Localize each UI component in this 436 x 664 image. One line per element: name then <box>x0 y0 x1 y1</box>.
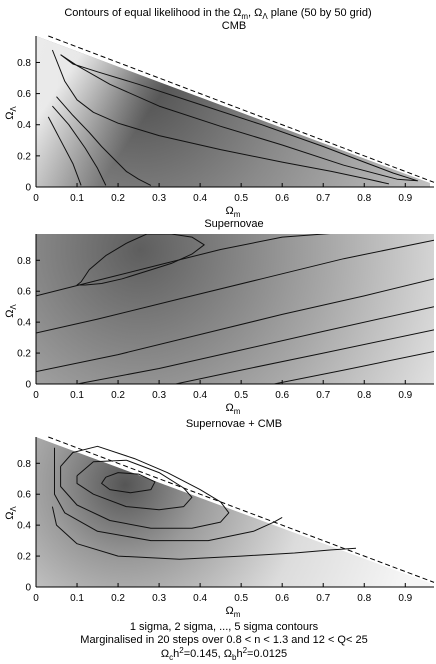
y-tick-label: 0.2 <box>17 151 31 162</box>
y-tick-label: 0 <box>25 380 31 391</box>
x-tick-label: 0.4 <box>193 193 207 204</box>
x-tick-label: 0.3 <box>152 193 166 204</box>
footer-note-sigma: 1 sigma, 2 sigma, ..., 5 sigma contours <box>130 621 319 633</box>
contour-line-4 <box>36 278 434 373</box>
x-tick-label: 0.5 <box>234 390 248 401</box>
panel-combined-ylabel: ΩΛ <box>4 506 18 520</box>
contour-line-1 <box>60 54 419 182</box>
panel-supernovae-axes: 0 0.1 0.2 0.3 0.4 0.5 0.6 0.7 0.8 0.9 0 0.2 0.4 0.6 0.… <box>17 234 434 401</box>
x-tick-label: 0.7 <box>316 593 330 604</box>
x-tick-label: 0.9 <box>398 193 412 204</box>
flat-universe-dashed-line <box>48 35 435 183</box>
contour-line-1 <box>101 472 156 494</box>
figure-title: Contours of equal likelihood in the Ωm, … <box>64 7 371 21</box>
y-tick-label: 0.8 <box>17 459 31 470</box>
contour-line-3 <box>36 239 434 334</box>
contour-line-3 <box>60 445 230 529</box>
contour-line-5 <box>51 506 357 560</box>
x-tick-label: 0.5 <box>234 593 248 604</box>
x-tick-label: 0.3 <box>152 593 166 604</box>
x-tick-label: 0.6 <box>275 193 289 204</box>
x-tick-label: 0.3 <box>152 390 166 401</box>
contour-line-1 <box>76 234 205 286</box>
x-tick-label: 0.7 <box>316 193 330 204</box>
x-tick-label: 0.4 <box>193 390 207 401</box>
x-tick-label: 0.6 <box>275 593 289 604</box>
panel-combined-contours <box>48 436 435 583</box>
x-tick-label: 0.1 <box>70 193 84 204</box>
y-tick-label: 0.8 <box>17 256 31 267</box>
x-tick-label: 0 <box>33 193 39 204</box>
contour-line-2 <box>51 49 390 185</box>
contour-line-2 <box>76 459 193 511</box>
y-tick-label: 0.4 <box>17 318 31 329</box>
contour-line-5 <box>76 306 434 384</box>
x-tick-label: 0 <box>33 593 39 604</box>
contour-line-4 <box>52 105 107 186</box>
y-tick-label: 0.8 <box>17 58 31 69</box>
panel-cmb-axes: 0 0.1 0.2 0.3 0.4 0.5 0.6 0.7 0.8 0.9 0 0.2 0.4 0.6 0.… <box>17 36 434 204</box>
panel-supernovae-ylabel: ΩΛ <box>4 304 18 318</box>
y-tick-label: 0.4 <box>17 521 31 532</box>
contour-line-6 <box>175 329 434 384</box>
x-tick-label: 0.8 <box>357 593 371 604</box>
footer-note-marginalised: Marginalised in 20 steps over 0.8 < n < … <box>80 634 367 646</box>
x-tick-label: 0.6 <box>275 390 289 401</box>
panel-supernovae: Supernovae 0 0.1 0.2 0.3 0.4 0.5 0.6 0.7 0.8 0.90… <box>4 218 434 416</box>
panel-supernovae-xlabel: Ωm <box>226 402 241 416</box>
panel-supernovae-contours <box>36 234 434 384</box>
x-tick-label: 0.4 <box>193 593 207 604</box>
panel-combined-heatmap <box>36 437 430 587</box>
x-tick-label: 0.7 <box>316 390 330 401</box>
y-tick-label: 0.2 <box>17 349 31 360</box>
contour-line-7 <box>273 351 434 384</box>
x-tick-label: 0.8 <box>357 390 371 401</box>
contour-line-5 <box>47 116 82 186</box>
panel-cmb-title: CMB <box>222 20 246 32</box>
contour-line-2 <box>36 234 331 297</box>
y-tick-label: 0.6 <box>17 490 31 501</box>
x-tick-label: 0.2 <box>111 193 125 204</box>
y-tick-label: 0.4 <box>17 120 31 131</box>
panel-combined-title: Supernovae + CMB <box>186 418 282 430</box>
panel-combined: Supernovae + CMB 0 0.1 0.2 0.3 0.4 0.5 0.6 0.7 0… <box>4 418 435 619</box>
x-tick-label: 0.1 <box>70 593 84 604</box>
x-tick-label: 0.2 <box>111 390 125 401</box>
panel-supernovae-heatmap <box>36 234 434 384</box>
y-tick-label: 0 <box>25 183 31 194</box>
x-tick-label: 0.5 <box>234 193 248 204</box>
panel-combined-xlabel: Ωm <box>226 605 241 619</box>
x-tick-label: 0.1 <box>70 390 84 401</box>
x-tick-label: 0 <box>33 390 39 401</box>
panel-combined-axes: 0 0.1 0.2 0.3 0.4 0.5 0.6 0.7 0.8 0.9 0 0.2 0.4 0.6 0.… <box>17 437 434 604</box>
x-tick-label: 0.2 <box>111 593 125 604</box>
x-tick-label: 0.9 <box>398 593 412 604</box>
panel-supernovae-title: Supernovae <box>204 218 263 230</box>
footer-note-densities: Ωch2=0.145, Ωbh2=0.0125 <box>161 646 287 662</box>
y-tick-label: 0 <box>25 583 31 594</box>
y-tick-label: 0.6 <box>17 287 31 298</box>
x-tick-label: 0.9 <box>398 390 412 401</box>
panel-cmb-contours <box>47 35 435 186</box>
x-tick-label: 0.8 <box>357 193 371 204</box>
panel-cmb-xlabel: Ωm <box>226 205 241 219</box>
y-tick-label: 0.6 <box>17 89 31 100</box>
y-tick-label: 0.2 <box>17 552 31 563</box>
panel-cmb-ylabel: ΩΛ <box>4 106 18 120</box>
panel-cmb: CMB 0 0.1 0.2 0.3 0.4 0.5 0.6 0.7 0.8 0.900.20.40… <box>4 20 435 219</box>
contour-line-3 <box>56 96 152 186</box>
contour-line-4 <box>54 447 283 542</box>
